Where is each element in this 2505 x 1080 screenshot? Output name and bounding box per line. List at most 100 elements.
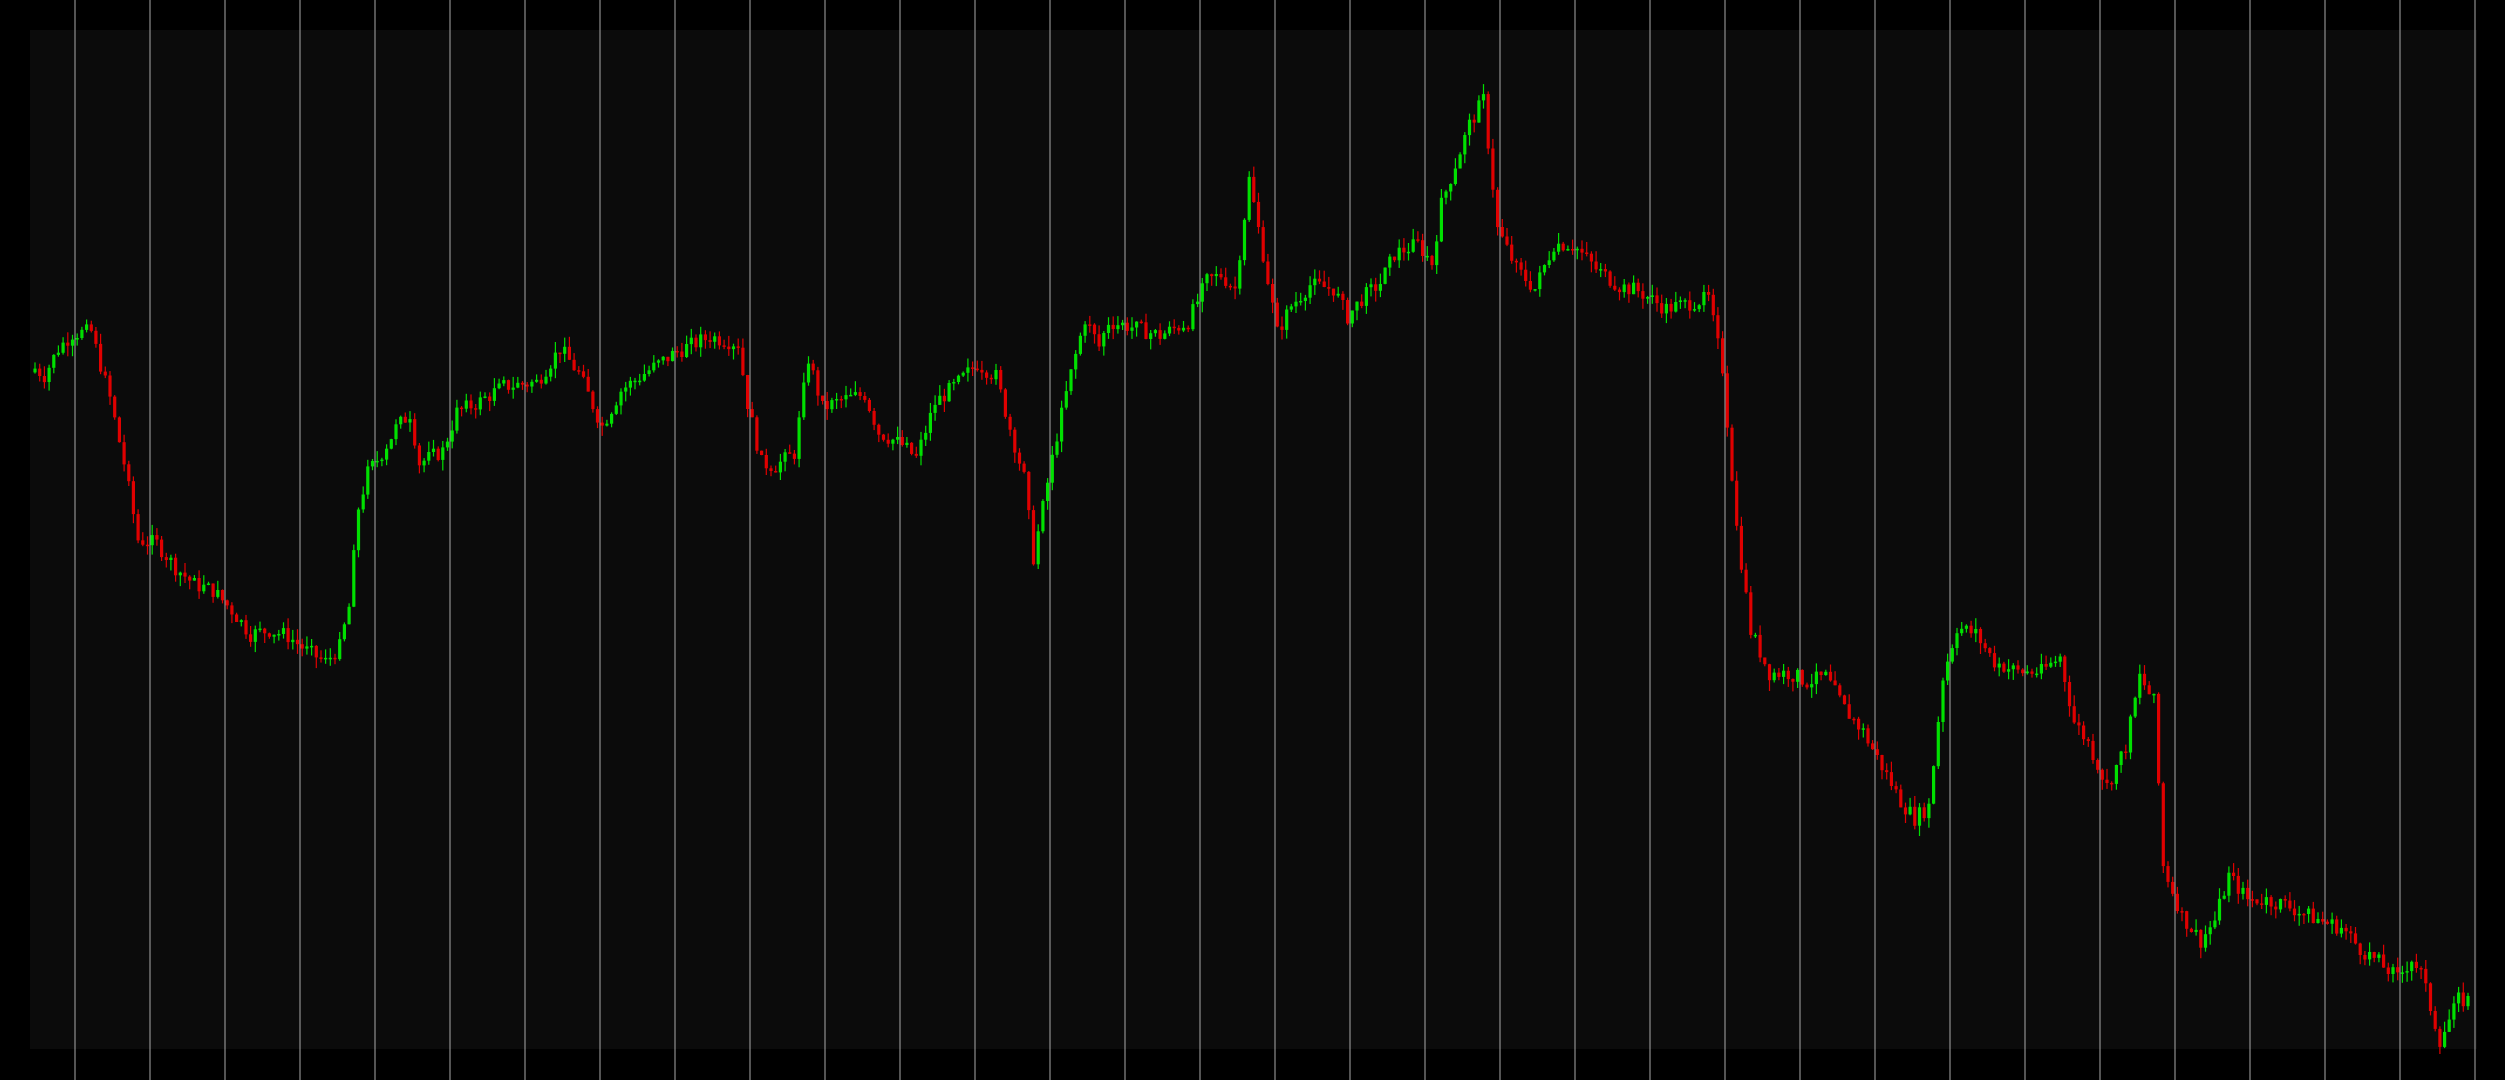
candle [727, 335, 731, 356]
candle [1214, 266, 1218, 287]
candle [342, 622, 346, 642]
candle [1317, 270, 1322, 285]
candle [2368, 942, 2372, 966]
candle [225, 599, 229, 610]
candle [1838, 683, 1842, 698]
candle [1922, 802, 1926, 822]
candle-body [2443, 1031, 2447, 1047]
candle-body [1205, 274, 1209, 284]
candle [2077, 713, 2081, 735]
candle-body [2428, 983, 2433, 1011]
candle [2138, 664, 2142, 705]
candle [1149, 330, 1153, 350]
candle [2461, 982, 2465, 1012]
candle-body [183, 572, 187, 577]
candle-body [1664, 303, 1668, 314]
candle [938, 385, 942, 405]
candle [1941, 677, 1945, 732]
candle-body [774, 471, 778, 473]
candle-body [825, 401, 829, 410]
candle-body [806, 363, 811, 383]
candle [2372, 951, 2376, 963]
candle-body [1903, 807, 1908, 815]
candle [1003, 388, 1007, 419]
candle-body [994, 370, 998, 380]
candle-body [2292, 908, 2297, 916]
candle-body [881, 434, 886, 440]
candle [1655, 287, 1659, 312]
candle [2161, 781, 2165, 873]
candle-body [1538, 272, 1542, 290]
candle-body [300, 644, 304, 649]
candle-body [2264, 897, 2268, 905]
candle-body [131, 481, 135, 515]
candle-body [1997, 663, 2001, 668]
candle [694, 334, 698, 352]
candle-body [136, 514, 140, 541]
candle-body [272, 634, 276, 637]
candle [1777, 668, 1781, 681]
candle [816, 366, 820, 406]
candle [1880, 754, 1884, 780]
candle [1664, 298, 1668, 324]
candle-body [853, 392, 857, 395]
candle-body [2353, 933, 2358, 944]
candle-body [352, 550, 356, 607]
candle [277, 629, 281, 641]
candle [867, 398, 871, 413]
candle-body [2307, 908, 2311, 914]
candle-body [535, 379, 539, 382]
candle-body [1135, 321, 1139, 328]
candle-body [1955, 633, 1959, 648]
candle [741, 338, 745, 377]
candle [2353, 927, 2358, 945]
candle-body [2339, 927, 2343, 934]
candle [1008, 413, 1012, 437]
candle-body [1992, 653, 1997, 668]
candle [2086, 737, 2090, 747]
candle-body [2007, 669, 2011, 672]
candle-body [1571, 249, 1575, 251]
candle-body [891, 439, 895, 444]
candle-body [1289, 306, 1293, 310]
candle-body [1144, 322, 1148, 339]
candle [563, 337, 567, 362]
candle-body [1210, 274, 1214, 277]
candle [1158, 323, 1162, 345]
candle-body [1158, 330, 1162, 339]
candle-body [2110, 782, 2114, 785]
candle-body [914, 453, 918, 456]
candle-body [1589, 253, 1593, 262]
candle-body [1791, 679, 1795, 682]
candle-body [464, 400, 468, 409]
candle-body [1585, 252, 1589, 254]
candle [99, 333, 103, 375]
candle [1481, 84, 1486, 109]
candle [2016, 660, 2020, 674]
candle [450, 420, 454, 449]
candle-body [1861, 728, 1865, 730]
candle-body [577, 370, 581, 372]
candle-body [2049, 662, 2053, 667]
candle [2208, 921, 2212, 945]
candle-body [478, 397, 482, 410]
candle-body [1913, 806, 1917, 826]
candle [633, 377, 637, 390]
candle [1678, 296, 1682, 309]
candle [675, 346, 679, 358]
candle-body [1627, 284, 1631, 295]
candle [338, 632, 342, 661]
candle [1571, 239, 1575, 255]
candle [2410, 960, 2414, 981]
candle-body [764, 455, 768, 469]
candle [2166, 861, 2170, 888]
candle-body [155, 535, 159, 540]
candle [174, 553, 178, 582]
candle [47, 364, 51, 391]
candle [2110, 781, 2114, 791]
candle [656, 359, 661, 368]
candle-body [1172, 326, 1176, 329]
candle-body [1092, 324, 1097, 335]
candle-body [952, 382, 956, 384]
candle-body [666, 356, 670, 362]
